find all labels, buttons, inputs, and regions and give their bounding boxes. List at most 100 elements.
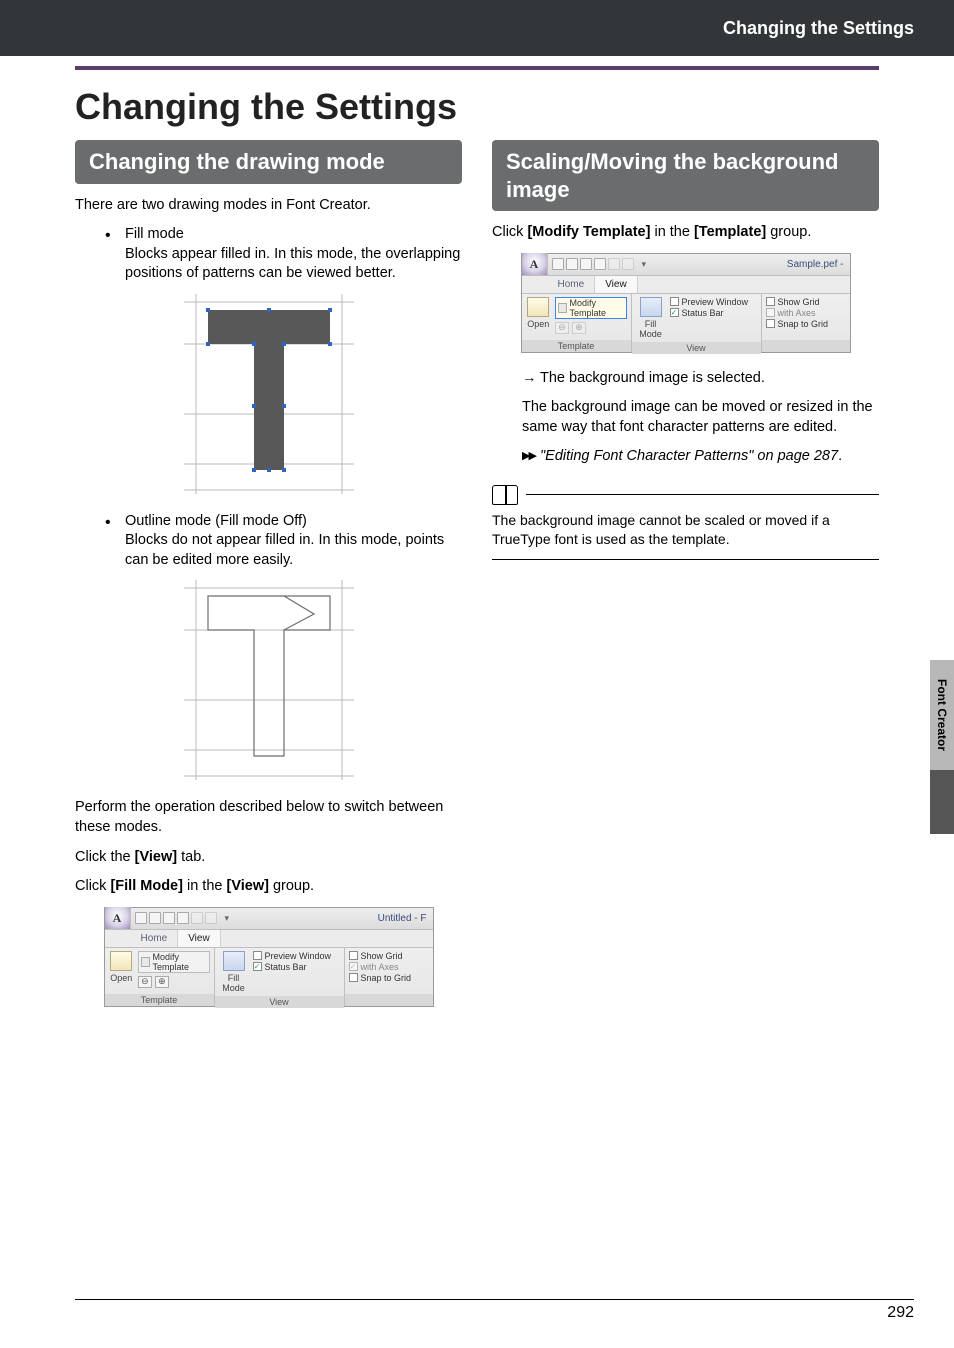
view-options: Preview Window ✓Status Bar <box>670 297 749 318</box>
quick-access-toolbar <box>131 912 221 924</box>
group-label: View <box>632 342 761 354</box>
opt-preview-window[interactable]: Preview Window <box>253 951 332 961</box>
group-label: Template <box>522 340 631 352</box>
open-button[interactable]: Open <box>109 951 134 983</box>
modify-template-button[interactable]: Modify Template <box>555 297 627 319</box>
qat-new-icon[interactable] <box>135 912 147 924</box>
opt-status-bar[interactable]: ✓Status Bar <box>253 962 332 972</box>
tab-home[interactable]: Home <box>131 930 179 947</box>
modify-template-icon <box>141 957 150 967</box>
click-fill-line: Click [Fill Mode] in the [View] group. <box>75 877 462 897</box>
checkbox-icon <box>349 973 358 982</box>
group-grid: Show Grid ✓with Axes Snap to Grid <box>345 948 433 1006</box>
bullet-desc: Blocks do not appear filled in. In this … <box>125 531 462 570</box>
qat-saveas-icon[interactable] <box>594 258 606 270</box>
cross-reference: "Editing Font Character Patterns" on pag… <box>492 447 879 467</box>
qat-open-icon[interactable] <box>149 912 161 924</box>
qat-undo-icon[interactable] <box>608 258 620 270</box>
ribbon-groups: Open Modify Template ⊖ ⊕ <box>105 948 433 1006</box>
bullet-title: Fill mode <box>125 226 184 242</box>
outline-mode-diagram <box>184 580 354 780</box>
qat-save-icon[interactable] <box>580 258 592 270</box>
checkbox-icon <box>670 297 679 306</box>
group-label: Template <box>105 994 214 1006</box>
zoom-controls: ⊖ ⊕ <box>138 976 210 988</box>
page-number: 292 <box>887 1304 914 1321</box>
qat-new-icon[interactable] <box>552 258 564 270</box>
qat-saveas-icon[interactable] <box>177 912 189 924</box>
side-tab-secondary <box>930 770 954 834</box>
app-menu-icon[interactable]: A <box>105 907 131 929</box>
mode-list: Fill mode Blocks appear filled in. In th… <box>75 225 462 284</box>
opt-status-bar[interactable]: ✓Status Bar <box>670 308 749 318</box>
rule-thick <box>75 66 879 70</box>
result-line: The background image is selected. <box>492 369 879 389</box>
opt-show-grid[interactable]: Show Grid <box>766 297 829 307</box>
qat-redo-icon[interactable] <box>622 258 634 270</box>
qat-undo-icon[interactable] <box>191 912 203 924</box>
checkbox-icon <box>349 951 358 960</box>
list-item: Fill mode Blocks appear filled in. In th… <box>105 225 462 284</box>
open-button[interactable]: Open <box>526 297 551 329</box>
fill-mode-button[interactable]: Fill Mode <box>636 297 666 339</box>
view-options: Preview Window ✓Status Bar <box>253 951 332 972</box>
figure-outline-mode <box>75 580 462 780</box>
header-running-title: Changing the Settings <box>723 18 914 39</box>
note-header <box>492 485 879 505</box>
qat-redo-icon[interactable] <box>205 912 217 924</box>
ribbon-groups: Open Modify Template ⊖ ⊕ <box>522 294 850 352</box>
zoom-out-button[interactable]: ⊖ <box>138 976 152 988</box>
zoom-out-button[interactable]: ⊖ <box>555 322 569 334</box>
quick-access-toolbar <box>548 258 638 270</box>
bold-fill-mode: [Fill Mode] <box>110 878 183 894</box>
note-book-icon <box>492 485 518 505</box>
modify-template-button[interactable]: Modify Template <box>138 951 210 973</box>
qat-save-icon[interactable] <box>163 912 175 924</box>
ribbon-screenshot-right: A ▾ Sample.pef - Home View <box>521 253 851 353</box>
checkbox-icon <box>766 319 775 328</box>
opt-snap-to-grid[interactable]: Snap to Grid <box>349 973 412 983</box>
bullet-title: Outline mode (Fill mode Off) <box>125 513 307 529</box>
app-menu-icon[interactable]: A <box>522 253 548 275</box>
checkbox-icon: ✓ <box>349 962 358 971</box>
checkbox-icon: ✓ <box>670 308 679 317</box>
tab-view[interactable]: View <box>595 276 638 293</box>
qat-dropdown-icon[interactable]: ▾ <box>638 259 651 270</box>
click-view-line: Click the [View] tab. <box>75 848 462 868</box>
fill-mode-icon <box>223 951 245 971</box>
bg-para: The background image can be moved or res… <box>492 398 879 437</box>
section-heading-drawing-mode: Changing the drawing mode <box>75 140 462 184</box>
opt-snap-to-grid[interactable]: Snap to Grid <box>766 319 829 329</box>
two-columns: Changing the drawing mode There are two … <box>75 140 879 1023</box>
opt-with-axes[interactable]: with Axes <box>766 308 829 318</box>
qat-dropdown-icon[interactable]: ▾ <box>221 913 234 924</box>
zoom-in-button[interactable]: ⊕ <box>155 976 169 988</box>
checkbox-icon <box>766 297 775 306</box>
tab-view[interactable]: View <box>178 930 221 947</box>
bold-modify-template: [Modify Template] <box>527 224 650 240</box>
document-title: Untitled - F <box>378 913 433 924</box>
group-view: Fill Mode Preview Window ✓Status Bar Vie… <box>215 948 345 1006</box>
opt-preview-window[interactable]: Preview Window <box>670 297 749 307</box>
grid-options: Show Grid ✓with Axes Snap to Grid <box>349 951 412 983</box>
fill-mode-button[interactable]: Fill Mode <box>219 951 249 993</box>
checkbox-icon <box>766 308 775 317</box>
ribbon-tabs: Home View <box>522 276 850 294</box>
zoom-controls: ⊖ ⊕ <box>555 322 627 334</box>
note-block: The background image cannot be scaled or… <box>492 485 879 560</box>
intro-text: There are two drawing modes in Font Crea… <box>75 196 462 216</box>
ribbon-titlebar: A ▾ Sample.pef - <box>522 254 850 276</box>
bold-view: [View] <box>135 849 177 865</box>
qat-open-icon[interactable] <box>566 258 578 270</box>
bold-template: [Template] <box>694 224 766 240</box>
zoom-in-button[interactable]: ⊕ <box>572 322 586 334</box>
ribbon-tabs: Home View <box>105 930 433 948</box>
checkbox-icon: ✓ <box>253 962 262 971</box>
opt-with-axes[interactable]: ✓with Axes <box>349 962 412 972</box>
page-content: Changing the Settings Changing the drawi… <box>0 56 954 1023</box>
section-heading-scaling: Scaling/Moving the background image <box>492 140 879 211</box>
group-template: Open Modify Template ⊖ ⊕ <box>522 294 632 352</box>
group-view: Fill Mode Preview Window ✓Status Bar Vie… <box>632 294 762 352</box>
tab-home[interactable]: Home <box>548 276 596 293</box>
opt-show-grid[interactable]: Show Grid <box>349 951 412 961</box>
